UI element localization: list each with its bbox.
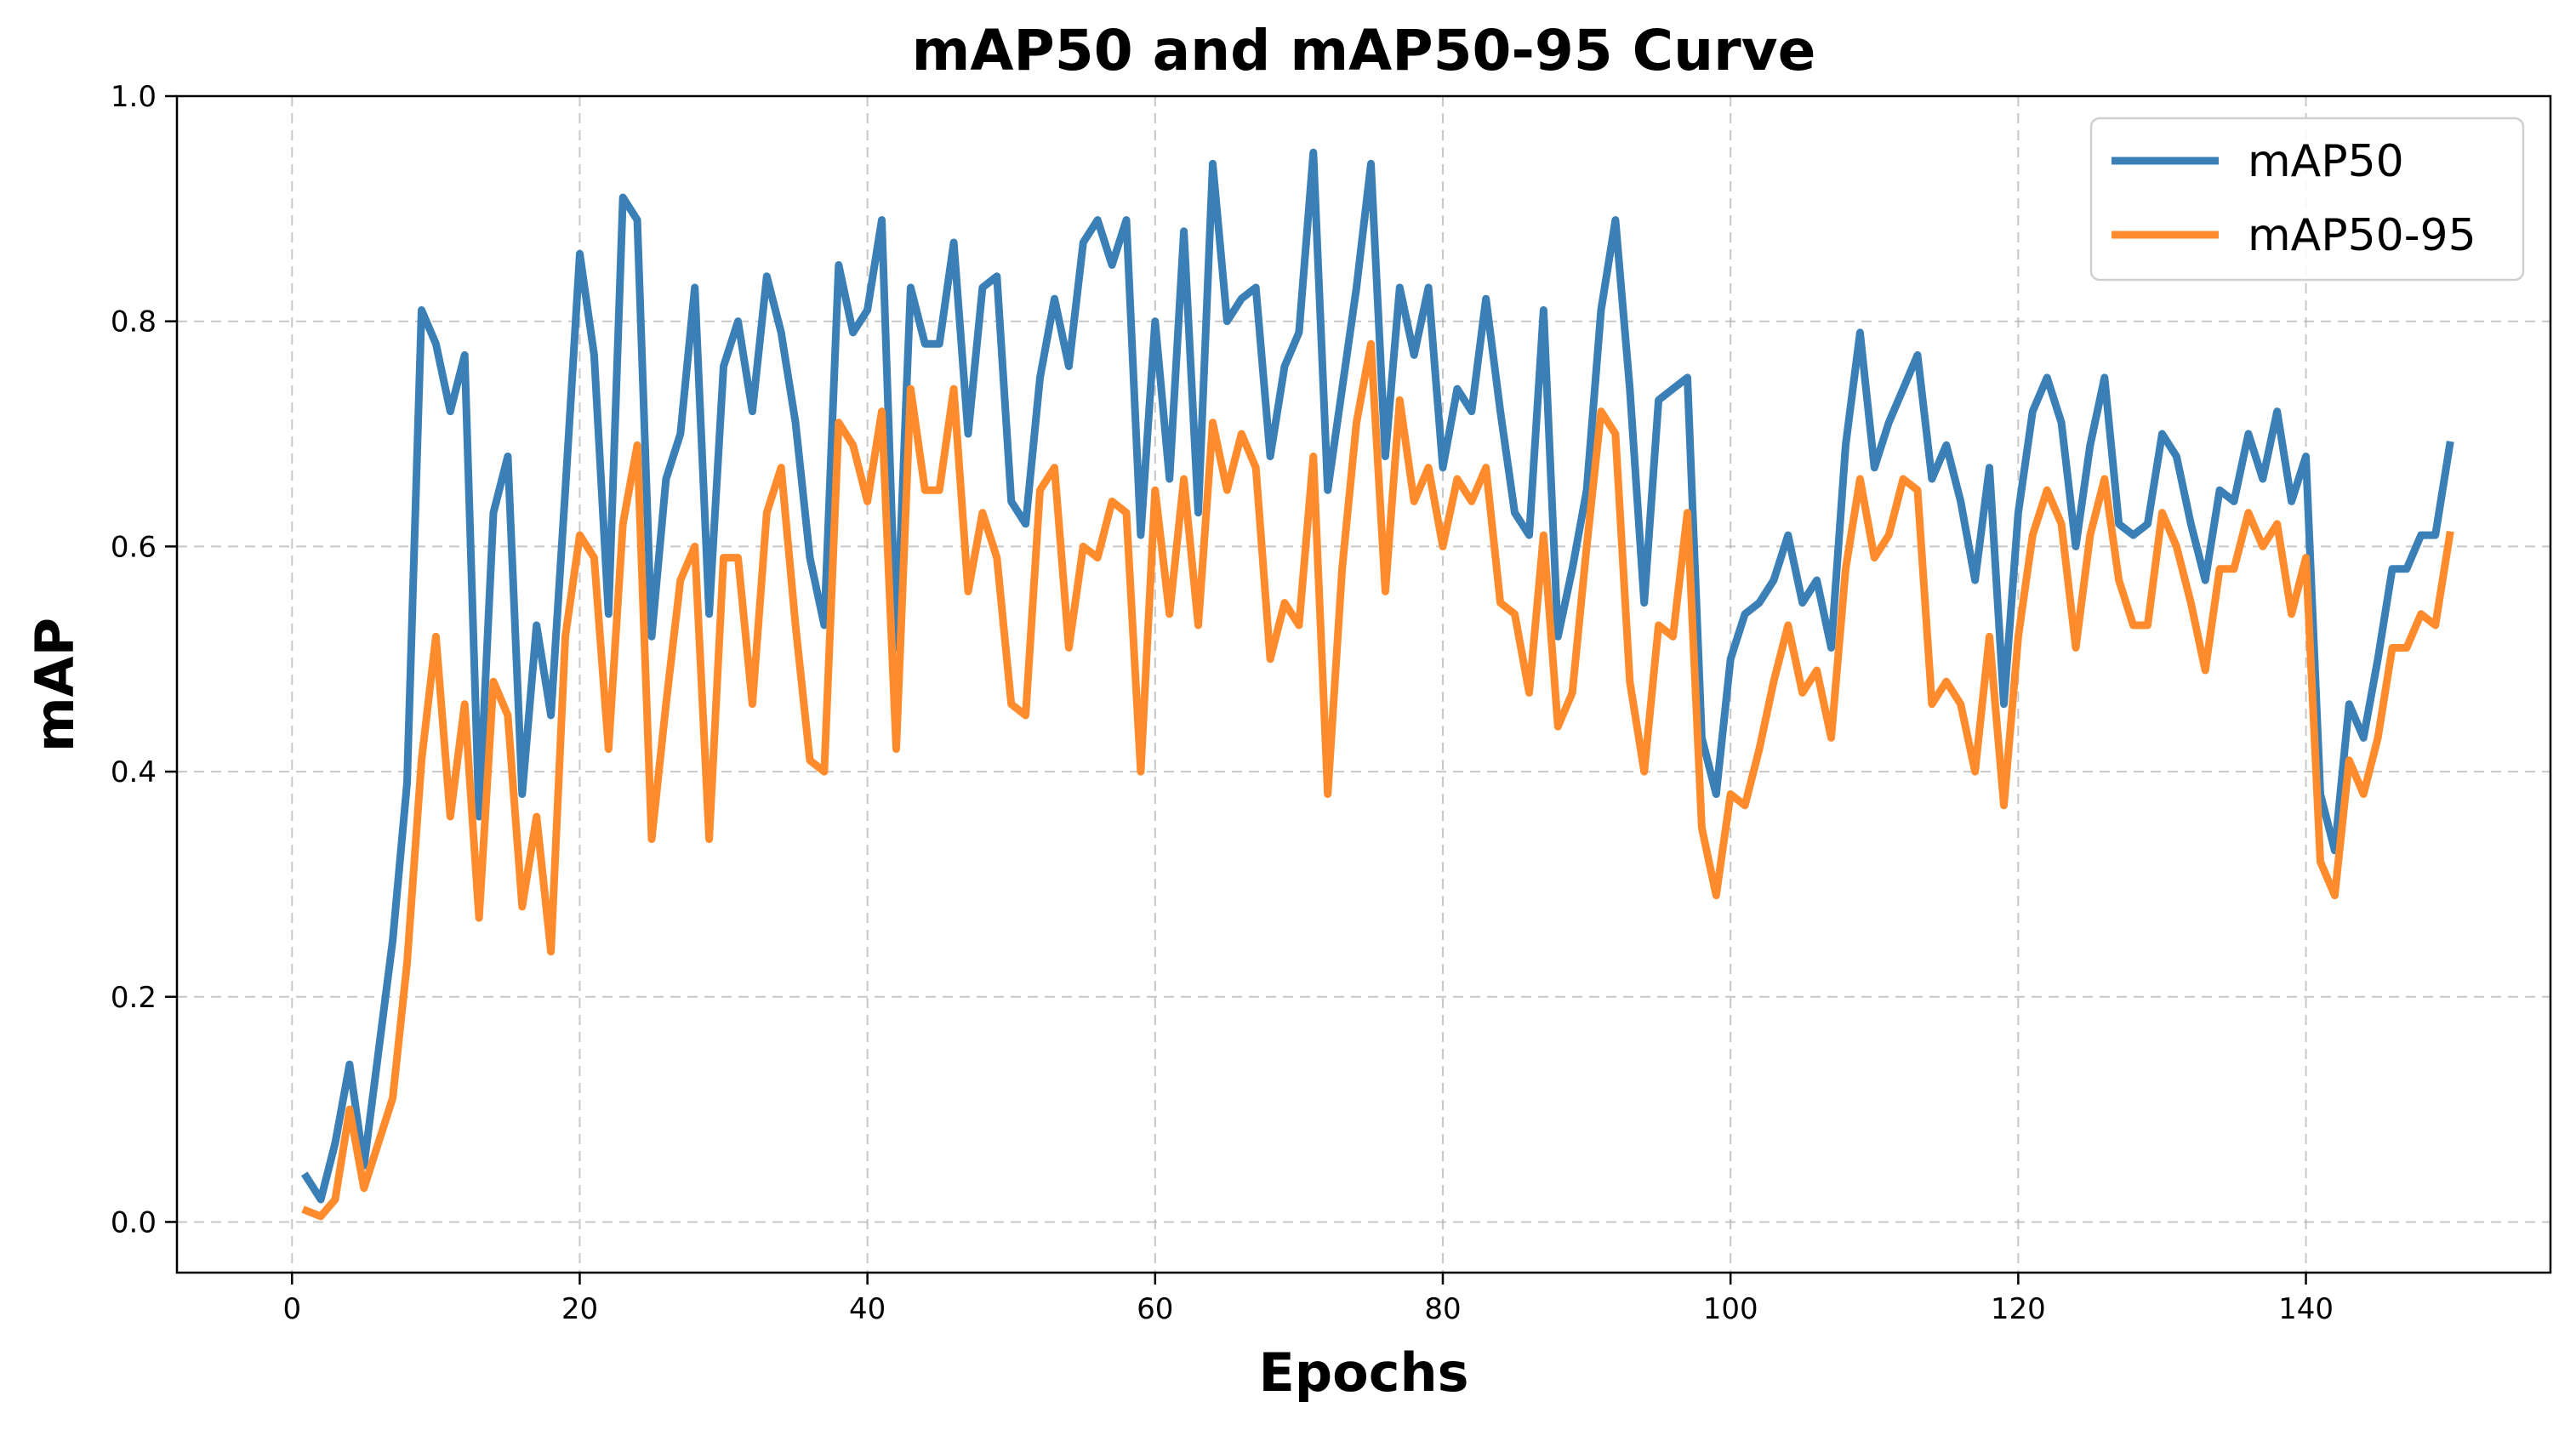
chart-title: mAP50 and mAP50-95 Curve	[912, 18, 1816, 83]
plot-frame	[175, 94, 2552, 1274]
series-lines	[300, 148, 2454, 1221]
x-tick-label: 20	[561, 1292, 598, 1326]
y-tick-label: 0.8	[111, 305, 157, 339]
x-tick-label: 140	[2278, 1292, 2334, 1326]
legend-label-map50: mAP50	[2248, 136, 2404, 187]
x-tick-label: 100	[1703, 1292, 1758, 1326]
x-axis-label: Epochs	[1258, 1342, 1468, 1404]
x-tick-label: 60	[1137, 1292, 1173, 1326]
x-tick-label: 120	[1991, 1292, 2046, 1326]
series-line-map50	[300, 148, 2454, 1204]
y-axis-label: mAP	[24, 618, 86, 752]
x-tick-label: 40	[849, 1292, 886, 1326]
y-tick-label: 0.2	[111, 981, 157, 1015]
y-tick-label: 0.0	[111, 1205, 157, 1239]
y-tick-label: 0.6	[111, 530, 157, 564]
x-tick-label: 80	[1424, 1292, 1461, 1326]
axis-ticks: 0 20 40 60 80 100 120 140 0.0 0.2 0.4 0.6 0.8 1.0	[111, 80, 2334, 1326]
y-tick-label: 1.0	[111, 80, 157, 114]
series-line-map50-95	[301, 339, 2454, 1221]
x-tick-label: 0	[282, 1292, 301, 1326]
legend: mAP50 mAP50-95	[2089, 117, 2525, 282]
y-tick-label: 0.4	[111, 755, 157, 789]
legend-label-map50-95: mAP50-95	[2248, 210, 2476, 261]
